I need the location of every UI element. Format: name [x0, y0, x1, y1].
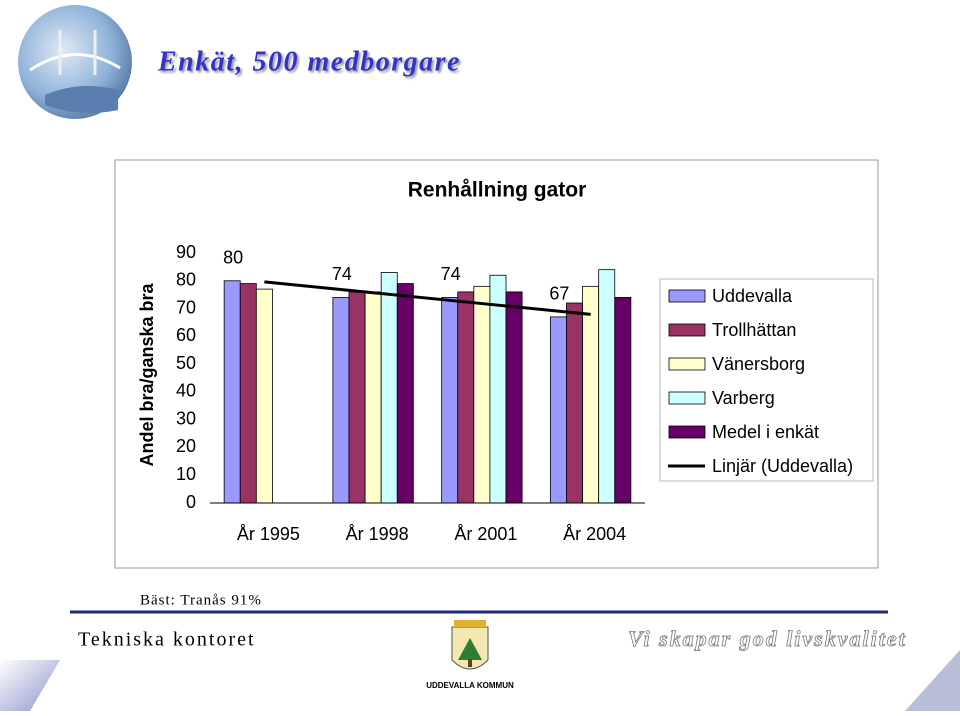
- x-tick-label: År 2004: [563, 524, 626, 544]
- legend-swatch: [668, 357, 706, 371]
- x-tick-label: År 1998: [346, 524, 409, 544]
- data-label: 74: [441, 264, 461, 284]
- bar: [566, 302, 583, 504]
- bar: [364, 291, 382, 504]
- bar: [489, 274, 507, 504]
- bar: [255, 288, 273, 504]
- data-label: 80: [223, 248, 243, 268]
- y-tick-label: 40: [176, 381, 196, 401]
- bar: [332, 297, 350, 504]
- y-axis-label: Andel bra/ganska bra: [137, 282, 157, 466]
- y-tick-label: 20: [176, 436, 196, 456]
- bar: [582, 285, 600, 504]
- legend-swatch: [668, 323, 706, 337]
- legend-label: Linjär (Uddevalla): [712, 456, 853, 476]
- bar: [396, 283, 414, 504]
- bar: [614, 297, 632, 504]
- y-tick-label: 50: [176, 353, 196, 373]
- logo-text: UDDEVALLA KOMMUN: [426, 681, 514, 690]
- legend: Uddevalla Trollhättan Vänersborg Varberg Med…: [668, 286, 853, 476]
- legend-label: Uddevalla: [712, 286, 793, 306]
- y-tick-label: 80: [176, 270, 196, 290]
- y-tick-label: 60: [176, 325, 196, 345]
- bar: [239, 283, 257, 504]
- trend-line: [264, 280, 591, 316]
- coat-of-arms: [451, 620, 489, 670]
- corner-decoration: [0, 660, 60, 711]
- bar: [598, 269, 616, 504]
- y-tick-label: 0: [186, 492, 196, 512]
- slide-title: Enkät, 500 medborgare: [157, 46, 461, 77]
- legend-swatch: [668, 425, 706, 439]
- bar: [223, 280, 241, 504]
- bar: [457, 291, 475, 504]
- legend-label: Trollhättan: [712, 320, 796, 340]
- legend-label: Vänersborg: [712, 354, 805, 374]
- legend-swatch: [668, 391, 706, 405]
- department: Tekniska kontoret: [78, 629, 256, 651]
- corner-decoration: [905, 650, 960, 711]
- bar: [549, 316, 567, 504]
- legend-label: Varberg: [712, 388, 775, 408]
- plot-area: 0 10 20 30 40 50 60 70 80 90 År 1995 80 År 1998 74 År …: [176, 242, 645, 544]
- slogan: Vi skapar god livskvalitet: [628, 626, 907, 651]
- logo-image: [18, 5, 132, 119]
- legend-label: Medel i enkät: [712, 422, 819, 442]
- bar: [348, 291, 366, 504]
- y-tick-label: 70: [176, 297, 196, 317]
- bar: [505, 291, 523, 504]
- bar: [380, 272, 398, 504]
- data-label: 74: [332, 264, 352, 284]
- data-label: 67: [549, 284, 569, 304]
- note: Bäst: Tranås 91%: [140, 592, 262, 608]
- y-tick-label: 10: [176, 464, 196, 484]
- legend-box: [659, 278, 874, 482]
- legend-swatch: [668, 289, 706, 303]
- bar: [473, 285, 491, 504]
- y-tick-label: 30: [176, 408, 196, 428]
- y-tick-label: 90: [176, 242, 196, 262]
- chart-title: Renhållning gator: [408, 179, 587, 202]
- x-tick-label: År 1995: [237, 524, 300, 544]
- bar: [441, 297, 459, 504]
- x-tick-label: År 2001: [454, 524, 517, 544]
